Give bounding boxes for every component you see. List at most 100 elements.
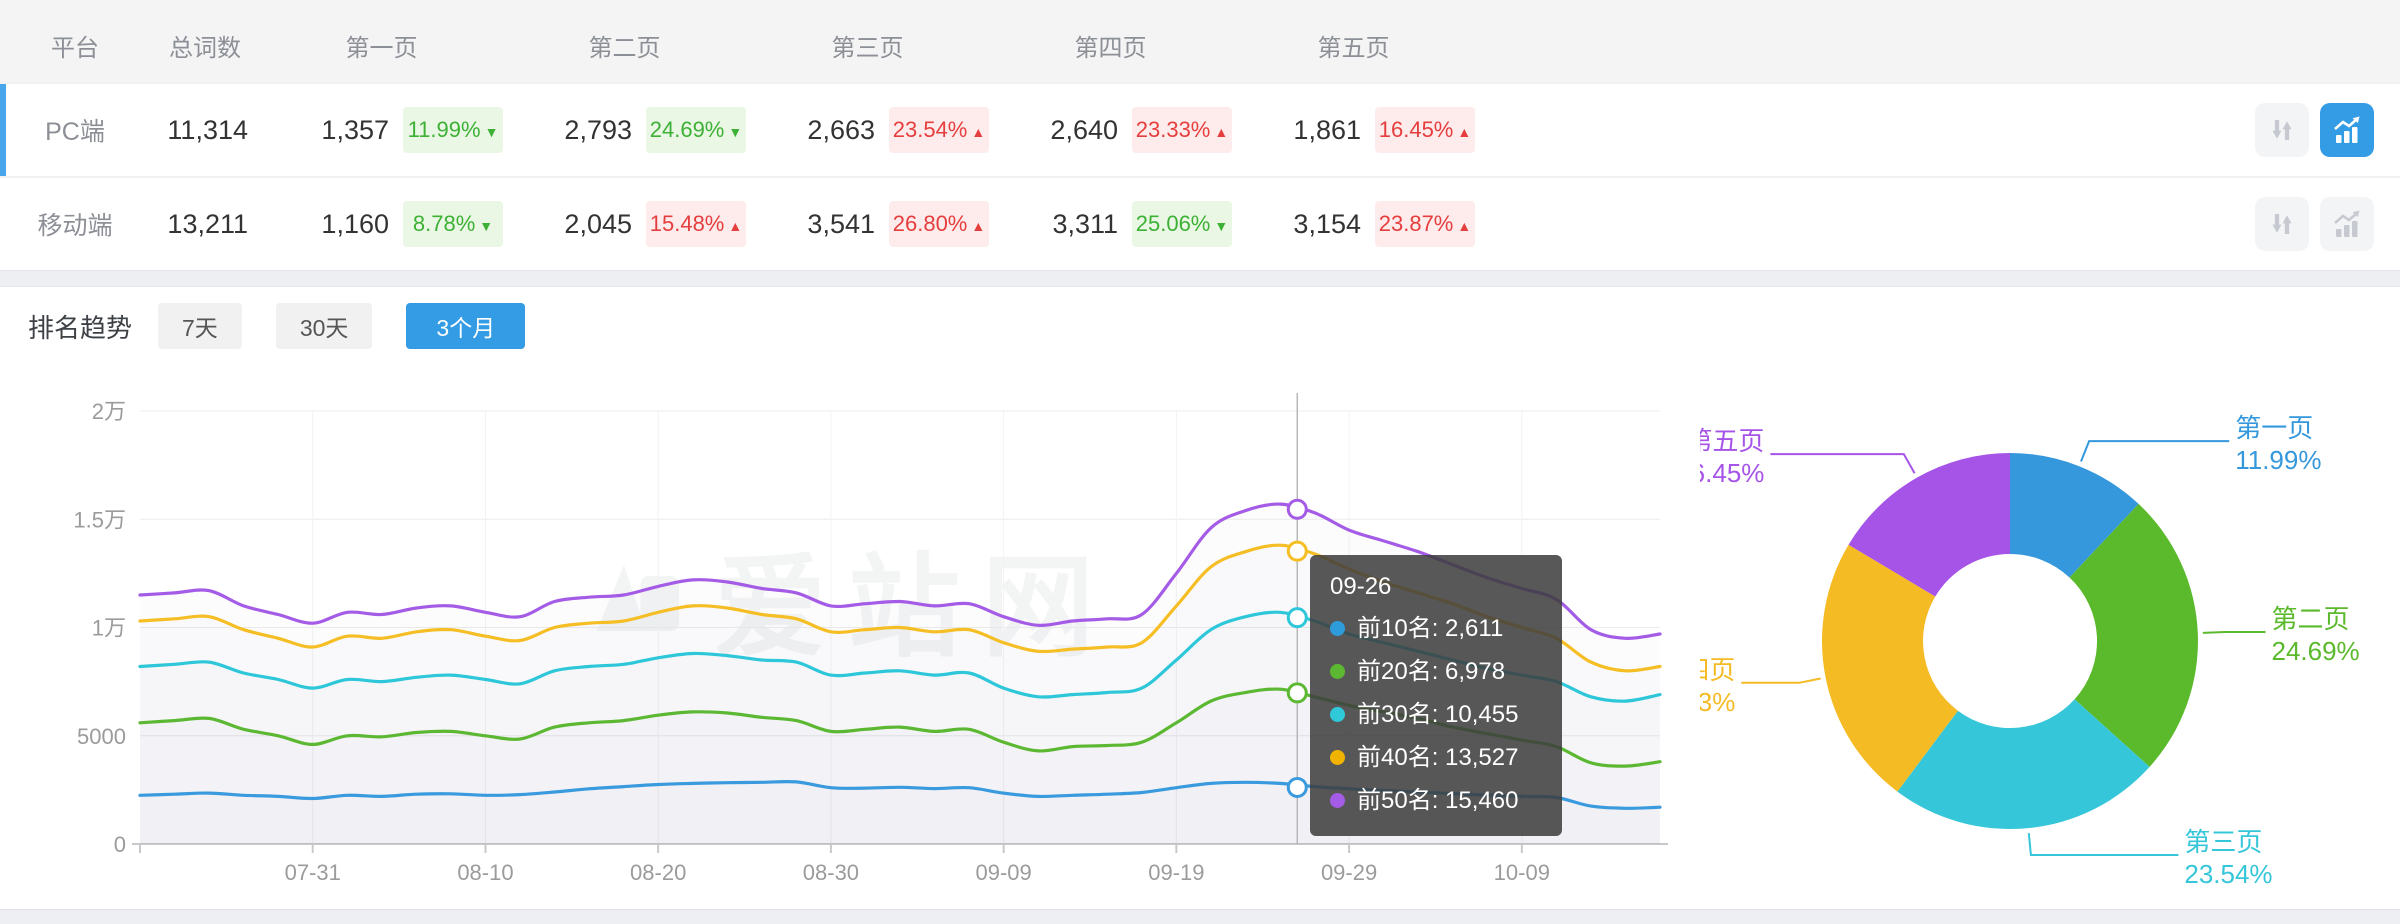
page4-change-badge: 25.06% ▼ [1132,201,1232,247]
page4-cell: 2,640 23.33% ▲ [989,107,1232,153]
sort-toggle-button[interactable] [2255,103,2309,157]
page1-count: 1,357 [321,114,389,145]
svg-text:24.69%: 24.69% [2271,636,2359,666]
series-dot-icon [1330,621,1345,636]
page2-cell: 2,793 24.69% ▼ [503,107,746,153]
svg-text:第五页: 第五页 [1700,426,1764,456]
range-button-7d[interactable]: 7天 [158,303,242,349]
table-row-mobile[interactable]: 移动端 13,211 1,160 8.78% ▼ 2,045 15.48% ▲ 3,… [0,176,2400,270]
svg-text:0: 0 [114,832,126,857]
trend-arrow-icon: ▲ [971,218,986,234]
page1-cell: 1,357 11.99% ▼ [260,107,503,153]
range-button-3m[interactable]: 3个月 [406,303,526,349]
page1-cell: 1,160 8.78% ▼ [260,201,503,247]
total-words-value: 13,211 [167,208,248,239]
trend-arrow-icon: ▲ [728,218,743,234]
trend-chart-button[interactable] [2320,103,2374,157]
platform-label: PC端 [45,118,105,146]
page4-cell: 3,311 25.06% ▼ [989,201,1232,247]
page5-change-badge: 23.87% ▲ [1375,201,1475,247]
chart-tooltip: 09-26 前10名: 2,611 前20名: 6,978 前30名: 10,4… [1310,555,1562,836]
svg-text:09-19: 09-19 [1148,860,1204,885]
svg-text:第四页: 第四页 [1700,655,1735,685]
rank-trend-section: 排名趋势 7天 30天 3个月 爱站网 050001万1.5万2万07-3108… [0,286,2400,910]
trend-toolbar: 排名趋势 7天 30天 3个月 [0,287,2400,349]
svg-text:23.54%: 23.54% [2184,859,2272,889]
sort-arrows-icon [2272,120,2292,140]
page3-change-badge: 26.80% ▲ [889,201,989,247]
svg-text:第一页: 第一页 [2235,413,2313,443]
svg-text:5000: 5000 [77,724,126,749]
page5-cell: 1,861 16.45% ▲ [1232,107,1475,153]
page4-count: 2,640 [1050,114,1118,145]
tooltip-item: 前30名: 10,455 [1330,693,1542,736]
svg-text:10-09: 10-09 [1494,860,1550,885]
svg-text:1万: 1万 [92,616,126,641]
series-dot-icon [1330,664,1345,679]
svg-text:11.99%: 11.99% [2235,445,2321,475]
svg-text:23.33%: 23.33% [1700,687,1735,717]
svg-text:07-31: 07-31 [285,860,341,885]
table-row-pc[interactable]: PC端 11,314 1,357 11.99% ▼ 2,793 24.69% ▼ 2… [0,82,2400,176]
ranking-table: 平台 总词数 第一页 第二页 第三页 第四页 第五页 PC端 11,314 1,… [0,0,2400,271]
trend-arrow-icon: ▲ [1457,218,1472,234]
trend-title: 排名趋势 [28,312,133,343]
rank-trend-line-chart[interactable]: 0 5000 1万 1.5万 2万 07-31 08-10 08-20 08-30 09-09 09… [0,371,1700,911]
page1-change-badge: 11.99% ▼ [403,107,503,153]
svg-text:2万: 2万 [92,399,126,424]
tooltip-item: 前50名: 15,460 [1330,779,1542,822]
sort-arrows-icon [2272,214,2292,234]
charts-area: 爱站网 050001万1.5万2万07-3108-1008-2008-3009-… [0,287,2400,911]
page3-cell: 2,663 23.54% ▲ [746,107,989,153]
tooltip-item: 前20名: 6,978 [1330,650,1542,693]
svg-text:08-20: 08-20 [630,860,686,885]
svg-text:16.45%: 16.45% [1700,458,1764,488]
page3-count: 3,541 [807,208,875,239]
total-words-value: 11,314 [167,114,248,145]
page4-count: 3,311 [1052,208,1118,239]
page5-count: 1,861 [1293,114,1361,145]
page1-count: 1,160 [321,208,389,239]
page5-cell: 3,154 23.87% ▲ [1232,201,1475,247]
col-header-total: 总词数 [169,34,241,62]
col-header-page1: 第一页 [345,34,418,62]
tooltip-item: 前40名: 13,527 [1330,736,1542,779]
series-dot-icon [1330,750,1345,765]
col-header-page5: 第五页 [1317,34,1390,62]
svg-text:08-10: 08-10 [457,860,513,885]
svg-text:第三页: 第三页 [2184,827,2262,857]
trend-arrow-icon: ▲ [1457,124,1472,140]
svg-text:1.5万: 1.5万 [73,507,126,532]
trend-arrow-icon: ▲ [1214,124,1229,140]
page3-change-badge: 23.54% ▲ [889,107,989,153]
col-header-page2: 第二页 [588,34,661,62]
trend-arrow-icon: ▲ [971,124,986,140]
trend-arrow-icon: ▼ [1214,218,1229,234]
page3-count: 2,663 [807,114,875,145]
page2-count: 2,045 [564,208,632,239]
page2-change-badge: 15.48% ▲ [646,201,746,247]
sort-toggle-button[interactable] [2255,197,2309,251]
page5-change-badge: 16.45% ▲ [1375,107,1475,153]
col-header-page3: 第三页 [831,34,904,62]
trend-arrow-icon: ▼ [484,124,499,140]
page2-change-badge: 24.69% ▼ [646,107,746,153]
tooltip-date: 09-26 [1330,573,1392,600]
platform-label: 移动端 [37,212,113,240]
page3-cell: 3,541 26.80% ▲ [746,201,989,247]
trend-arrow-icon: ▼ [728,124,743,140]
range-button-30d[interactable]: 30天 [275,303,373,349]
page2-cell: 2,045 15.48% ▲ [503,201,746,247]
tooltip-item: 前10名: 2,611 [1330,607,1542,650]
table-header-row: 平台 总词数 第一页 第二页 第三页 第四页 第五页 [0,0,2400,82]
bar-chart-icon [2334,210,2360,237]
trend-arrow-icon: ▼ [479,218,494,234]
series-dot-icon [1330,793,1345,808]
svg-text:08-30: 08-30 [803,860,859,885]
page5-count: 3,154 [1293,208,1361,239]
trend-chart-button[interactable] [2320,197,2374,251]
col-header-platform: 平台 [51,34,99,62]
bar-chart-icon [2334,116,2360,143]
page1-change-badge: 8.78% ▼ [403,201,503,247]
